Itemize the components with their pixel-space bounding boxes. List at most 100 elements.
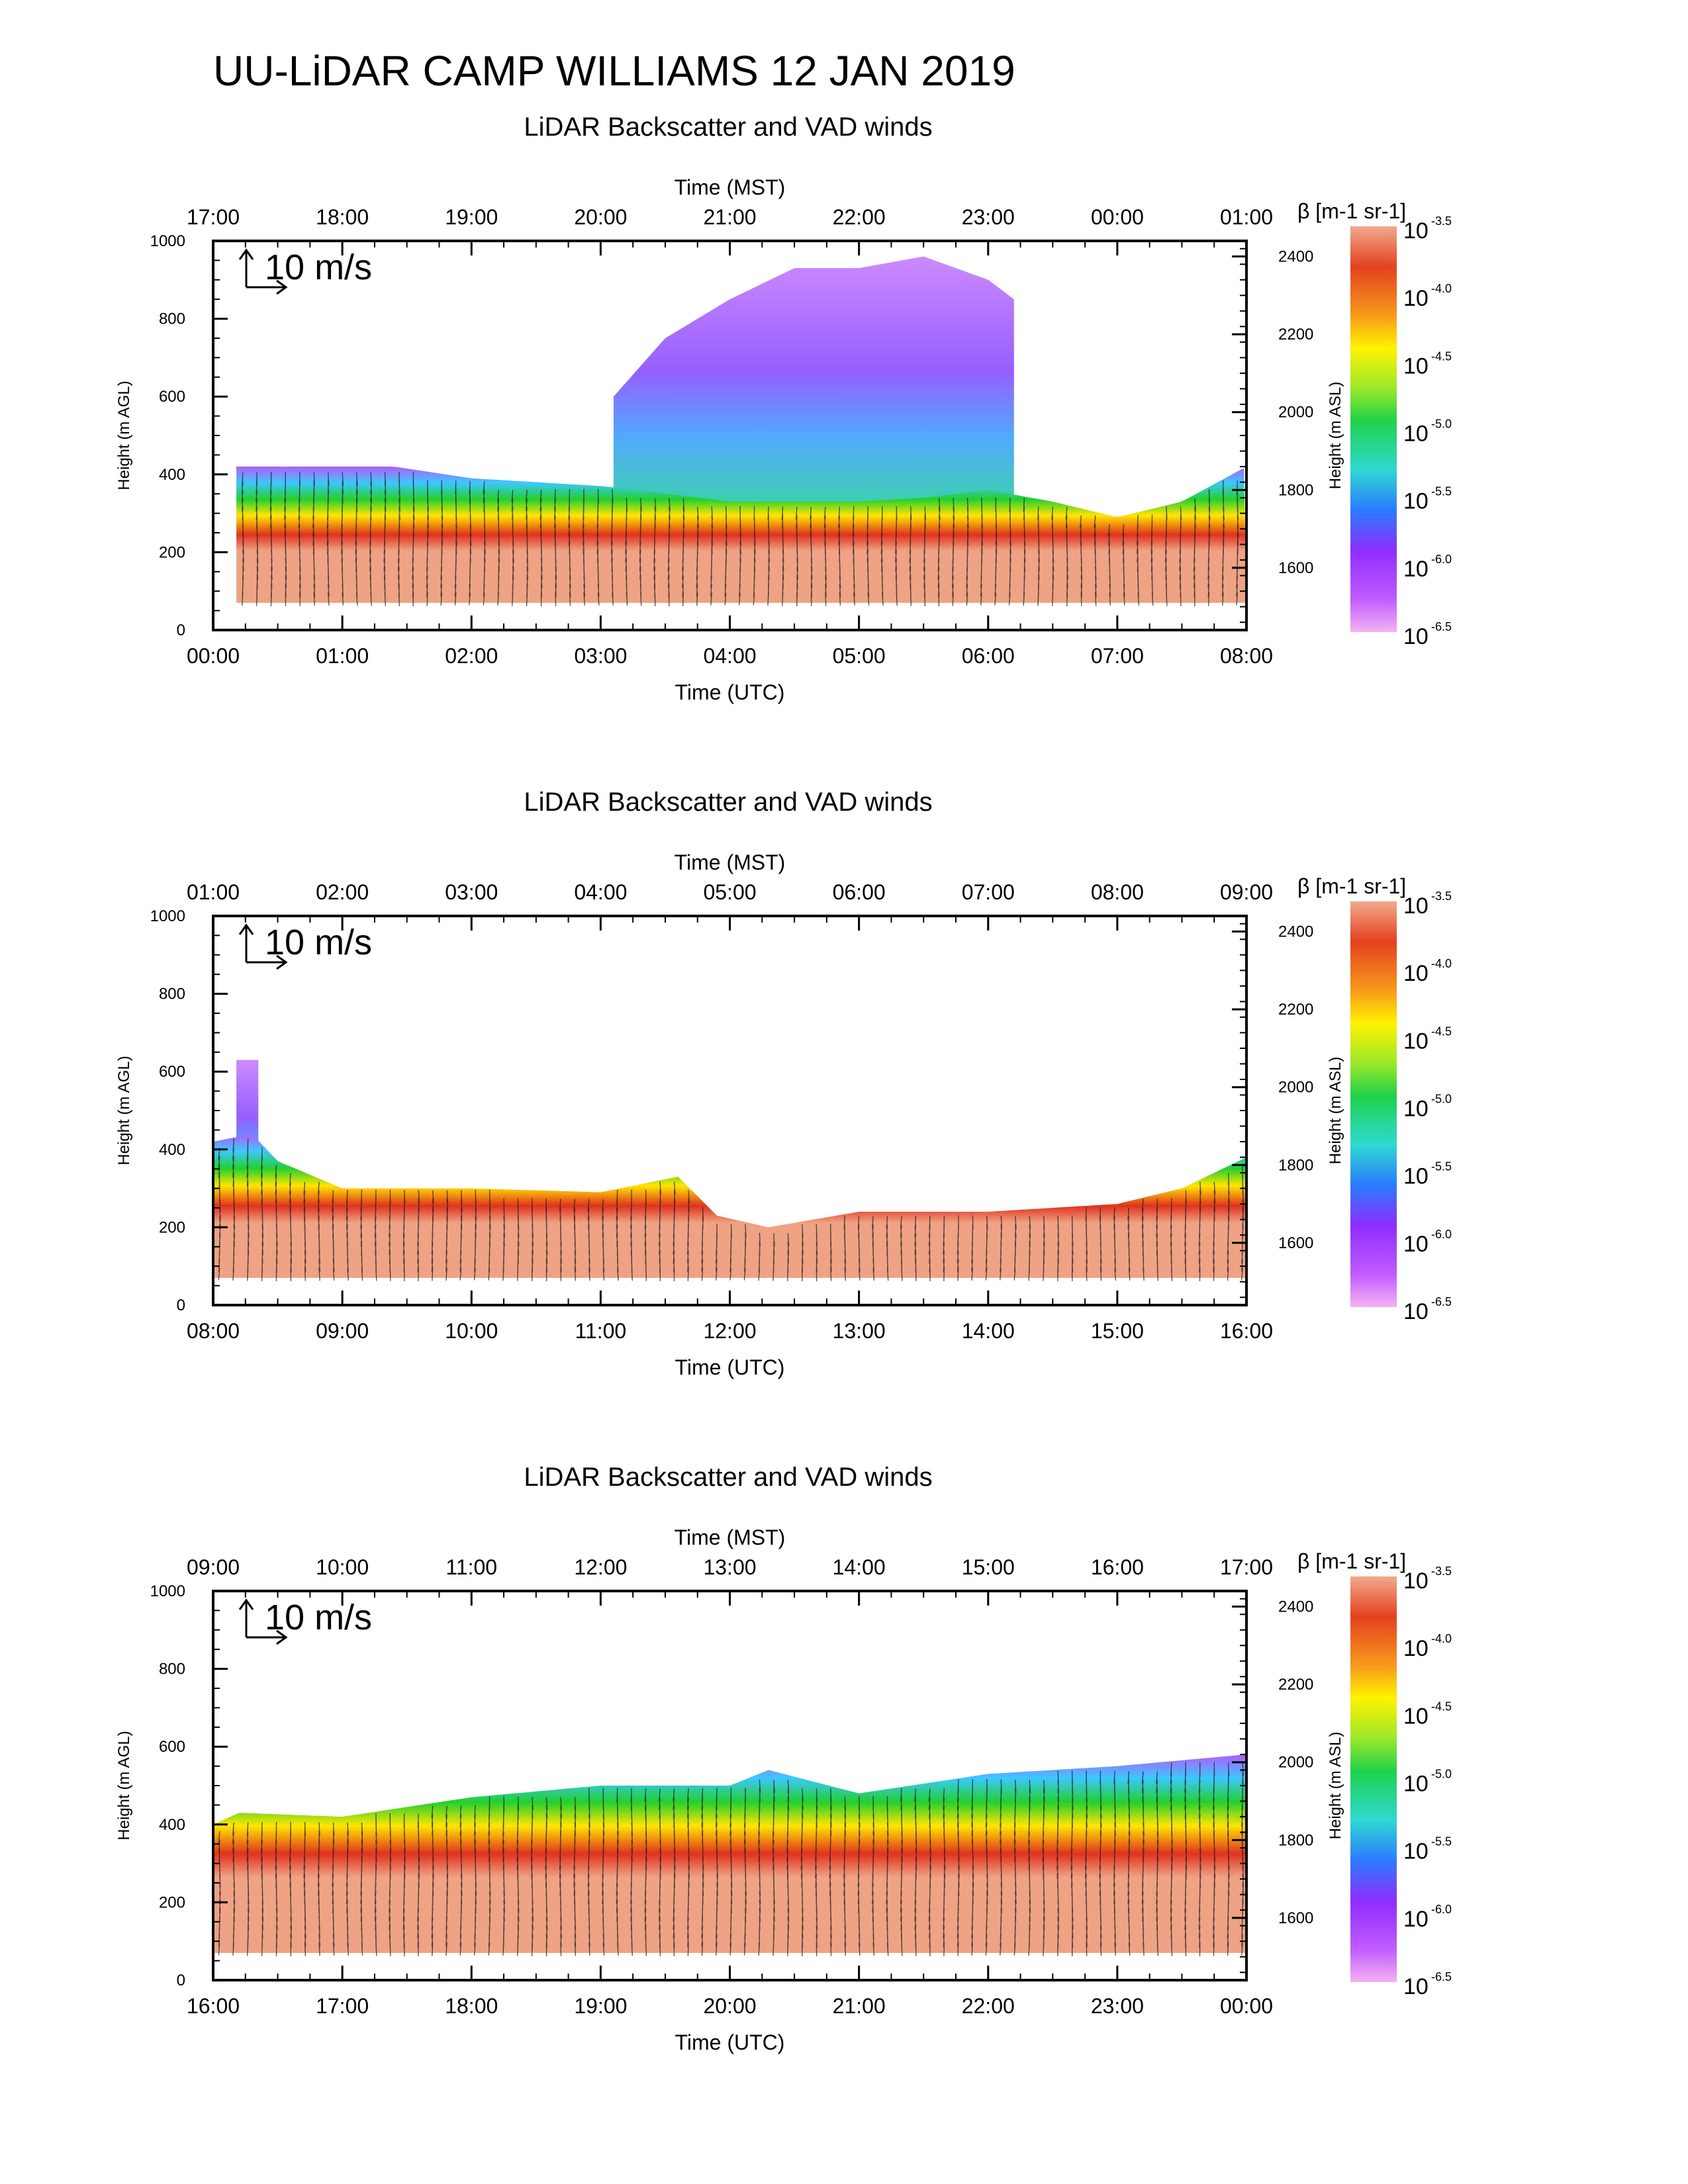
wind-vector bbox=[825, 575, 827, 588]
wind-vector bbox=[602, 1224, 604, 1238]
wind-vector bbox=[389, 1856, 392, 1871]
wind-vector bbox=[289, 1865, 291, 1879]
lidar-chart-1: 00:00 01:00 02:00 03:00 04:00 05:00 06:00 07:00… bbox=[115, 175, 1452, 704]
wind-vector bbox=[729, 1942, 732, 1956]
wind-vector bbox=[1100, 1215, 1102, 1230]
x-tick-label-utc: 02:00 bbox=[445, 644, 498, 668]
y-tick-label-agl: 200 bbox=[159, 1893, 185, 1911]
wind-vector bbox=[1094, 523, 1096, 537]
x-tick-label-mst: 22:00 bbox=[833, 205, 886, 229]
wind-vector bbox=[275, 1873, 277, 1888]
wind-vector bbox=[1043, 1780, 1045, 1794]
wind-vector bbox=[658, 1788, 661, 1801]
wind-vector bbox=[399, 498, 401, 512]
wind-vector bbox=[915, 1864, 917, 1880]
x-tick-label-utc: 09:00 bbox=[316, 1319, 369, 1343]
wind-vector bbox=[1199, 1856, 1201, 1870]
wind-vector bbox=[312, 515, 314, 529]
wind-vector bbox=[1123, 592, 1125, 606]
wind-vector bbox=[1071, 1805, 1074, 1819]
wind-vector bbox=[1221, 575, 1224, 588]
wind-vector bbox=[332, 1224, 334, 1239]
wind-vector bbox=[384, 489, 387, 503]
wind-vector bbox=[686, 1797, 689, 1810]
x-tick-label-utc: 12:00 bbox=[703, 1319, 756, 1343]
wind-vector bbox=[1241, 1831, 1243, 1845]
wind-vector bbox=[545, 1805, 548, 1819]
wind-vector bbox=[304, 1258, 306, 1273]
wind-vector bbox=[872, 1232, 874, 1248]
wind-vector bbox=[1164, 549, 1167, 563]
wind-vector bbox=[304, 1933, 306, 1948]
wind-vector bbox=[682, 523, 684, 538]
wind-vector bbox=[545, 1865, 547, 1879]
wind-vector bbox=[1100, 1813, 1102, 1827]
wind-vector bbox=[1043, 1908, 1045, 1922]
wind-vector bbox=[796, 567, 798, 580]
x-tick-label-utc: 20:00 bbox=[703, 1994, 756, 2018]
wind-vector bbox=[1013, 1831, 1016, 1844]
wind-vector bbox=[402, 1233, 405, 1246]
wind-vector bbox=[247, 1233, 250, 1247]
wind-vector bbox=[1071, 1813, 1073, 1828]
wind-vector bbox=[616, 1216, 618, 1229]
wind-vector bbox=[1213, 1917, 1215, 1930]
wind-vector bbox=[602, 1839, 604, 1854]
wind-vector bbox=[816, 1797, 818, 1810]
wind-vector bbox=[553, 507, 556, 520]
y-tick-label-agl: 800 bbox=[159, 1661, 185, 1678]
wind-vector bbox=[943, 1856, 946, 1870]
wind-vector bbox=[816, 1933, 818, 1948]
wind-vector bbox=[275, 1164, 277, 1178]
x-tick-label-utc: 23:00 bbox=[1091, 1994, 1144, 2018]
wind-vector bbox=[475, 1224, 477, 1238]
wind-vector bbox=[361, 1847, 363, 1862]
wind-vector bbox=[673, 1933, 675, 1948]
wind-vector bbox=[369, 549, 371, 563]
wind-vector bbox=[346, 1907, 348, 1923]
wind-vector bbox=[1241, 1934, 1243, 1947]
wind-vector bbox=[516, 1848, 519, 1862]
y-tick-label-asl: 2400 bbox=[1278, 1598, 1313, 1616]
wind-vector bbox=[1194, 506, 1196, 520]
wind-vector bbox=[374, 1233, 377, 1247]
wind-vector bbox=[1043, 1916, 1045, 1931]
wind-vector bbox=[1227, 1822, 1229, 1837]
wind-vector bbox=[374, 1224, 377, 1238]
wind-vector bbox=[682, 583, 684, 598]
wind-vector bbox=[745, 1232, 747, 1248]
wind-vector bbox=[980, 592, 982, 606]
wind-vector bbox=[602, 1899, 604, 1913]
wind-vector bbox=[256, 566, 259, 580]
wind-vector bbox=[559, 1865, 561, 1879]
wind-vector bbox=[659, 1189, 661, 1205]
wind-vector bbox=[218, 1267, 220, 1281]
wind-vector bbox=[432, 1942, 434, 1956]
wind-vector bbox=[853, 541, 855, 555]
wind-vector bbox=[1000, 1831, 1002, 1844]
wind-vector bbox=[545, 1258, 547, 1273]
wind-vector bbox=[312, 532, 314, 546]
wind-vector bbox=[512, 549, 514, 563]
wind-vector bbox=[659, 1242, 661, 1255]
wind-vector bbox=[1094, 515, 1096, 529]
colorbar bbox=[1350, 1576, 1397, 1982]
wind-vector bbox=[667, 558, 670, 571]
wind-vector bbox=[857, 1882, 860, 1896]
colorbar-tick-label: 10 bbox=[1403, 286, 1429, 311]
wind-vector bbox=[303, 1199, 306, 1212]
wind-vector bbox=[1199, 1813, 1201, 1828]
colorbar-tick-exponent: -6.0 bbox=[1431, 1228, 1452, 1241]
wind-vector bbox=[688, 1856, 690, 1870]
wind-vector bbox=[630, 1899, 632, 1913]
wind-vector bbox=[986, 1215, 988, 1230]
wind-vector bbox=[616, 1224, 618, 1238]
wind-vector bbox=[569, 575, 571, 588]
wind-vector bbox=[261, 1925, 263, 1939]
colorbar-tick-label: 10 bbox=[1403, 1907, 1429, 1932]
wind-vector bbox=[455, 532, 457, 546]
wind-vector bbox=[1156, 1899, 1158, 1913]
y-tick-label-asl: 2200 bbox=[1278, 1001, 1313, 1019]
wind-vector bbox=[843, 1890, 845, 1905]
wind-vector bbox=[616, 1899, 618, 1913]
